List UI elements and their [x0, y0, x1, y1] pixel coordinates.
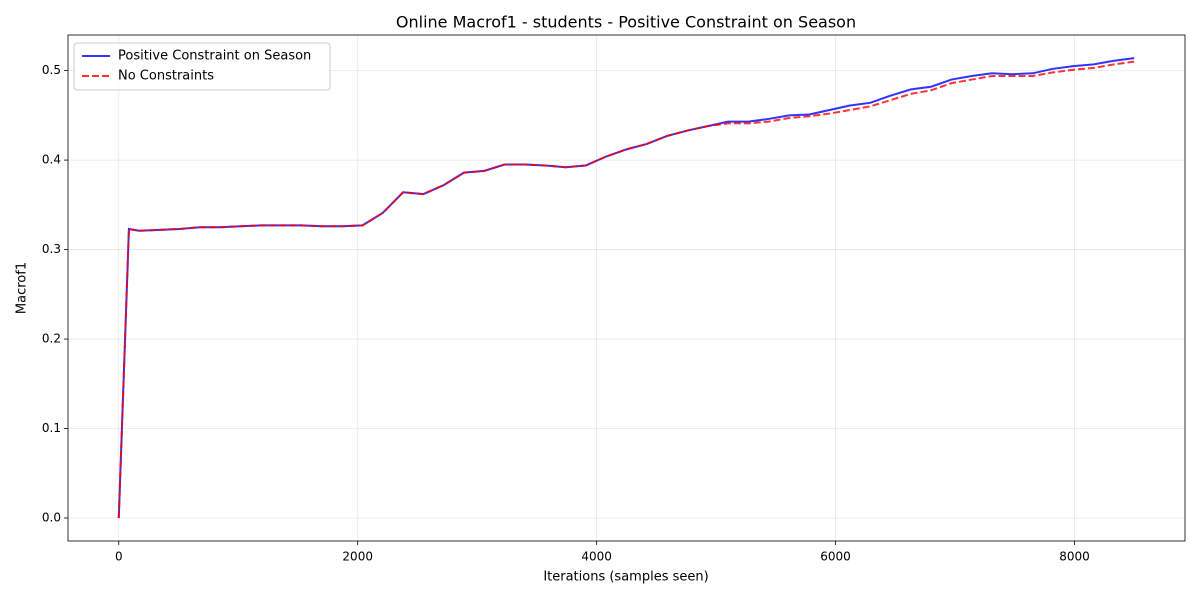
- y-axis-label: Macrof1: [15, 262, 30, 314]
- x-tick-label: 8000: [1059, 550, 1090, 564]
- y-tick-label: 0.2: [42, 332, 61, 346]
- y-tick-label: 0.1: [42, 421, 61, 435]
- x-tick-label: 0: [115, 550, 123, 564]
- legend-box: [73, 42, 331, 91]
- y-tick-label: 0.5: [42, 63, 61, 77]
- y-tick-label: 0.0: [42, 511, 61, 525]
- x-tick-label: 6000: [820, 550, 851, 564]
- plot-frame: [67, 34, 1186, 542]
- y-tick-label: 0.3: [42, 242, 61, 256]
- legend-label: No Constraints: [118, 69, 214, 84]
- legend-label: Positive Constraint on Season: [118, 49, 311, 64]
- x-axis-label: Iterations (samples seen): [543, 570, 708, 585]
- x-tick-label: 2000: [342, 550, 373, 564]
- legend: Positive Constraint on Season No Constrai…: [73, 42, 331, 91]
- data-line: [117, 57, 1135, 519]
- data-line: [117, 60, 1135, 519]
- x-tick-label: 4000: [581, 550, 612, 564]
- chart-title: Online Macrof1 - students - Positive Con…: [396, 13, 856, 32]
- y-tick-label: 0.4: [42, 153, 61, 167]
